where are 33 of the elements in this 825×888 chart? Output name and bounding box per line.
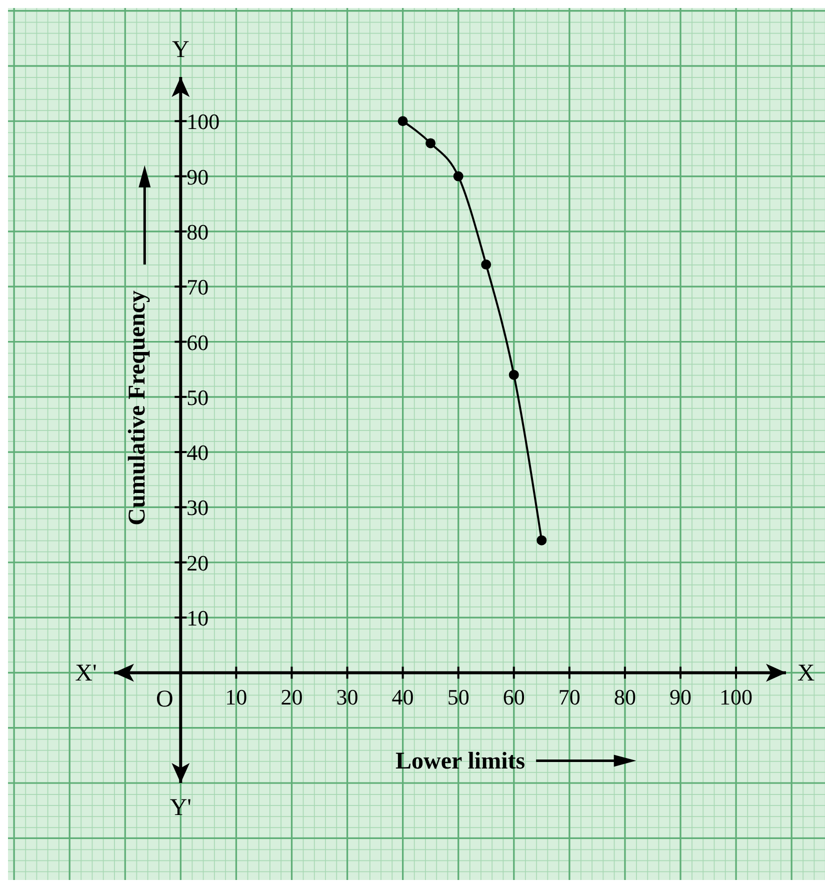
y-tick-label: 50 (186, 384, 209, 410)
y-tick-label: 70 (186, 274, 209, 300)
point (481, 260, 492, 270)
y-tick-label: 30 (186, 495, 209, 520)
x-tick-label: 10 (225, 684, 248, 710)
x-tick-label: 60 (502, 684, 525, 710)
x-tick-label: 70 (558, 684, 580, 710)
x-axis-title: Lower limits (396, 748, 526, 775)
x-tick-label: 30 (336, 684, 358, 710)
x-tick-label: 80 (614, 684, 636, 710)
y-tick-label: 60 (186, 330, 209, 355)
point (426, 138, 436, 148)
point (536, 535, 547, 546)
x-tick-label: 90 (669, 684, 692, 710)
y-tick-label: 90 (186, 164, 209, 190)
x-tick-label: 20 (280, 684, 303, 710)
point (453, 171, 464, 182)
text: Y (172, 37, 190, 63)
annotation: O (156, 686, 174, 713)
text: X (797, 660, 815, 687)
point (508, 370, 519, 380)
y-tick-label: 40 (186, 440, 209, 466)
x-tick-label: 50 (447, 684, 470, 710)
y-tick-label: 10 (186, 606, 209, 631)
y-axis-title: Cumulative Frequency (124, 290, 151, 526)
x-tick-label: 40 (392, 684, 414, 710)
y-tick-label: 20 (186, 550, 209, 576)
y-tick-label: 100 (186, 109, 220, 134)
point (398, 116, 408, 126)
x-tick-label: 100 (720, 684, 753, 710)
text: Y' (170, 795, 192, 821)
y-tick-label: 80 (186, 219, 209, 244)
text: X' (75, 660, 97, 687)
